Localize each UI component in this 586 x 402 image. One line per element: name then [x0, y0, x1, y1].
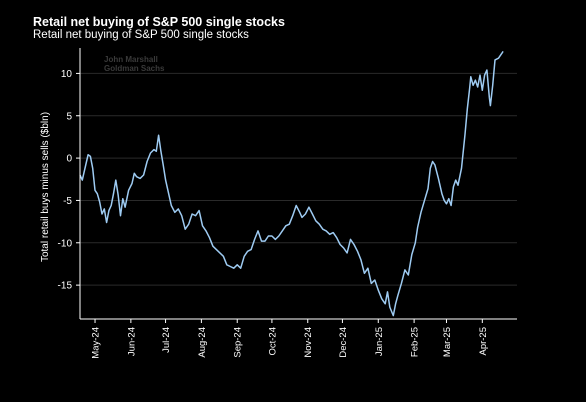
x-tick-label: Jul-24: [161, 327, 172, 353]
x-tick-label: Jan-25: [374, 327, 385, 356]
y-tick-label: -5: [63, 196, 72, 207]
chart-title: Retail net buying of S&P 500 single stoc…: [33, 15, 285, 29]
axes: 10 5 0 -5 -10 -15 May-24 Jun-24 Jul-24 Aug-24 Sep-…: [58, 48, 517, 359]
x-tick-label: Feb-25: [410, 327, 421, 357]
y-tick-label: 0: [66, 154, 72, 165]
y-tick-label: 10: [61, 69, 73, 80]
chart-subtitle: Retail net buying of S&P 500 single stoc…: [33, 29, 249, 41]
watermark: John Marshall Goldman Sachs: [104, 55, 165, 73]
y-tick-label: 5: [66, 111, 72, 122]
x-tick-label: Nov-24: [303, 327, 314, 358]
y-tick-label: -15: [58, 281, 73, 292]
x-tick-label: May-24: [91, 327, 102, 359]
x-tick-label: Oct-24: [267, 327, 278, 356]
gridlines: [80, 72, 517, 286]
y-tick-label: -10: [58, 238, 73, 249]
x-tick-label: Aug-24: [197, 327, 208, 358]
watermark-line2: Goldman Sachs: [104, 64, 165, 73]
y-axis-label: Total retail buys minus sells ($bln): [40, 112, 51, 262]
series-line: [79, 50, 504, 317]
watermark-line1: John Marshall: [104, 55, 158, 64]
x-tick-label: Sep-24: [233, 327, 244, 358]
x-tick-label: Dec-24: [338, 327, 349, 358]
series-layer: [79, 50, 504, 317]
x-tick-label: Mar-25: [442, 327, 453, 357]
x-tick-label: Apr-25: [478, 327, 489, 356]
x-tick-label: Jun-24: [126, 327, 137, 356]
